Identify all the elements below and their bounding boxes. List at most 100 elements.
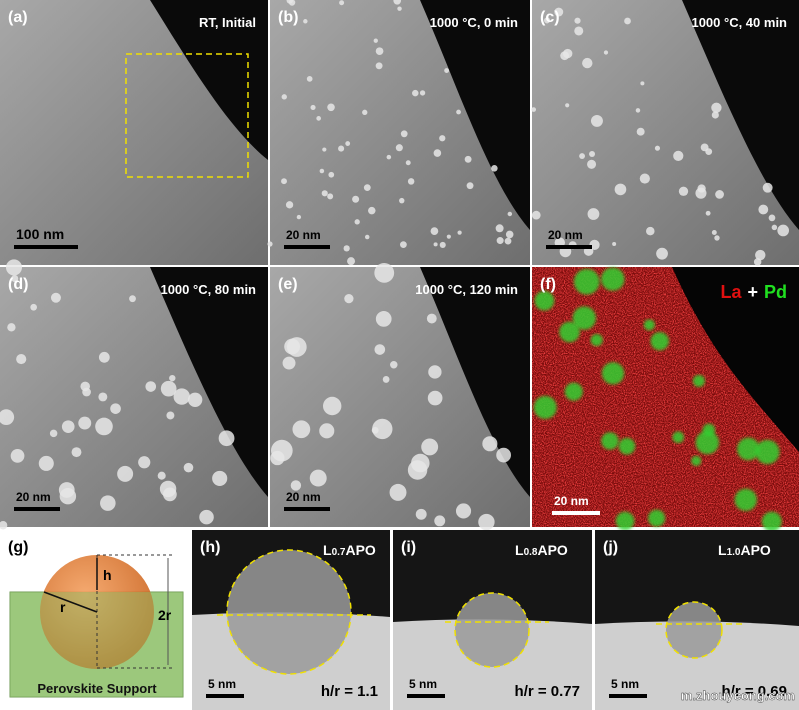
particle [589, 150, 596, 158]
particle [327, 103, 335, 112]
particle [345, 141, 351, 146]
title-sub: 0.8 [524, 547, 538, 558]
particle [495, 224, 504, 233]
particle [646, 226, 655, 236]
pd-particle [643, 319, 655, 331]
particle [292, 420, 311, 439]
particle [614, 183, 627, 196]
panel-label: (a) [8, 9, 28, 26]
particle [456, 109, 461, 115]
panel-title: L0.8APO [515, 542, 568, 558]
particle [339, 0, 345, 6]
particle [78, 416, 92, 430]
particle [187, 392, 203, 408]
particle [98, 392, 108, 402]
particle [354, 219, 360, 225]
particle [711, 230, 717, 235]
sample [0, 267, 268, 527]
particle [5, 259, 22, 276]
particle [11, 274, 19, 283]
title-sub: 0.7 [332, 547, 346, 558]
particle [0, 409, 15, 426]
particle [375, 311, 392, 327]
title-rest: APO [740, 542, 770, 558]
particle [758, 204, 769, 215]
particle [16, 354, 27, 365]
particle [138, 456, 151, 469]
particle [310, 104, 316, 111]
particle-outline [454, 592, 530, 668]
particle [50, 292, 61, 303]
particle [281, 94, 287, 100]
pd-particle [650, 331, 669, 351]
particle [296, 214, 302, 220]
pd-particle [534, 290, 555, 311]
particle [399, 197, 405, 204]
sample [532, 0, 799, 265]
particle [427, 390, 443, 406]
sample [270, 0, 530, 265]
pd-particle [755, 439, 780, 465]
ratio-label: h/r = 0.69 [722, 683, 787, 700]
pd-particle [695, 430, 720, 455]
watermark: m.zhouycong.com [681, 688, 795, 703]
panel-label: (j) [603, 539, 618, 556]
particle [400, 241, 407, 249]
legend-plus: + [747, 282, 758, 302]
radius-arrow [43, 591, 98, 613]
pd-particle [601, 267, 625, 291]
particle [49, 429, 58, 438]
panel-caption: 1000 °C, 0 min [430, 15, 518, 30]
particle [590, 114, 603, 127]
panel-label: (c) [540, 9, 560, 26]
region-of-interest [125, 53, 249, 178]
particle [478, 513, 495, 531]
particle [507, 211, 513, 217]
particle [579, 153, 585, 160]
particle [554, 7, 564, 17]
particle [98, 351, 110, 363]
particle [705, 210, 711, 216]
sample [270, 267, 530, 527]
pd-particle [572, 306, 596, 330]
particle [455, 503, 472, 519]
particle [362, 109, 368, 116]
particle [100, 495, 116, 511]
particle [753, 258, 762, 266]
particle [80, 381, 90, 392]
pd-particle [691, 455, 702, 467]
particle [319, 423, 335, 439]
particle [426, 313, 437, 324]
particle [389, 483, 407, 501]
particle [374, 344, 386, 355]
pd-particle [601, 362, 625, 385]
particle [433, 149, 442, 157]
particle [636, 127, 645, 136]
particle [574, 26, 584, 36]
particle [386, 154, 392, 160]
pd-particle [734, 488, 757, 511]
title-sub: 1.0 [727, 547, 741, 558]
scale-bar-label: 20 nm [548, 228, 583, 242]
particle [368, 206, 376, 215]
pd-particle [590, 333, 603, 347]
particle [421, 438, 439, 456]
particle [288, 0, 296, 6]
pd-particle [737, 437, 760, 461]
particle [199, 509, 214, 525]
particle [560, 51, 570, 61]
particle [656, 247, 668, 260]
particle [407, 178, 415, 185]
particle [711, 111, 719, 119]
particle [673, 150, 684, 161]
support-surface [595, 621, 799, 710]
particle [281, 178, 287, 185]
particle [173, 388, 190, 405]
pd-particle [573, 268, 600, 295]
particle [697, 184, 706, 193]
pd-particle [692, 374, 705, 387]
particle [309, 469, 327, 487]
pd-particle [601, 432, 619, 450]
height-label: h [103, 567, 112, 583]
particle [531, 210, 541, 220]
